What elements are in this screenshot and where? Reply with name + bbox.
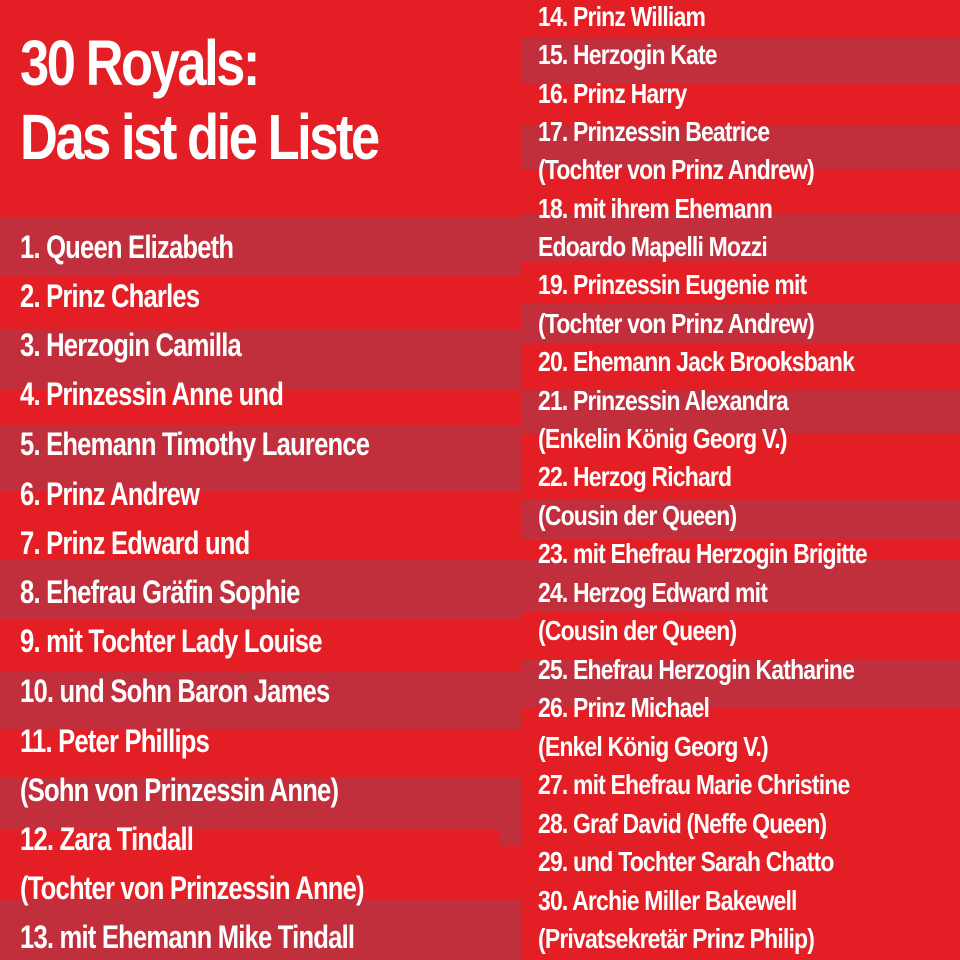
title-line-2: Das ist die Liste bbox=[20, 101, 380, 173]
list-item: (Cousin der Queen) bbox=[538, 500, 737, 531]
list-item: 16. Prinz Harry bbox=[538, 78, 687, 109]
stripe bbox=[0, 218, 522, 276]
list-item: 7. Prinz Edward und bbox=[20, 525, 250, 561]
list-item: (Sohn von Prinzessin Anne) bbox=[20, 772, 339, 808]
list-item: (Tochter von Prinzessin Anne) bbox=[20, 870, 365, 906]
list-item: (Tochter von Prinz Andrew) bbox=[538, 308, 815, 339]
list-item: 17. Prinzessin Beatrice bbox=[538, 116, 770, 147]
stripe bbox=[0, 426, 522, 492]
list-item: 12. Zara Tindall bbox=[20, 821, 194, 857]
list-item: 20. Ehemann Jack Brooksbank bbox=[538, 346, 855, 377]
stripe bbox=[0, 900, 522, 960]
list-item: 6. Prinz Andrew bbox=[20, 476, 200, 512]
list-item: 15. Herzogin Kate bbox=[538, 39, 718, 70]
stripe bbox=[522, 390, 960, 434]
list-item: 22. Herzog Richard bbox=[538, 461, 732, 492]
list-item: 9. mit Tochter Lady Louise bbox=[20, 623, 322, 659]
list-item: 29. und Tochter Sarah Chatto bbox=[538, 846, 834, 877]
list-item: 26. Prinz Michael bbox=[538, 692, 710, 723]
list-item: 11. Peter Phillips bbox=[20, 723, 210, 759]
stripe bbox=[500, 900, 522, 960]
stripe bbox=[522, 126, 960, 170]
list-item: 30. Archie Miller Bakewell bbox=[538, 885, 797, 916]
list-item: (Tochter von Prinz Andrew) bbox=[538, 154, 815, 185]
list-item: 19. Prinzessin Eugenie mit bbox=[538, 269, 807, 300]
list-item: 24. Herzog Edward mit bbox=[538, 577, 768, 608]
list-item: 4. Prinzessin Anne und bbox=[20, 376, 284, 412]
list-item: 23. mit Ehefrau Herzogin Brigitte bbox=[538, 538, 868, 569]
list-item: 27. mit Ehefrau Marie Christine bbox=[538, 769, 850, 800]
stripe bbox=[0, 330, 522, 390]
list-item: 13. mit Ehemann Mike Tindall bbox=[20, 919, 355, 955]
list-item: Edoardo Mapelli Mozzi bbox=[538, 231, 768, 262]
list-item: 5. Ehemann Timothy Laurence bbox=[20, 426, 370, 462]
stripe bbox=[522, 304, 960, 344]
stripe bbox=[522, 500, 960, 540]
stripe bbox=[0, 672, 522, 730]
stripe bbox=[500, 788, 522, 846]
list-item: 2. Prinz Charles bbox=[20, 278, 200, 314]
list-item: 25. Ehefrau Herzogin Katharine bbox=[538, 654, 855, 685]
list-item: 3. Herzogin Camilla bbox=[20, 327, 242, 363]
list-item: 10. und Sohn Baron James bbox=[20, 673, 330, 709]
list-item: (Cousin der Queen) bbox=[538, 615, 737, 646]
page-title: 30 Royals: Das ist die Liste bbox=[20, 27, 380, 173]
stripe bbox=[522, 560, 960, 612]
stripe bbox=[522, 660, 960, 708]
list-item: 28. Graf David (Neffe Queen) bbox=[538, 808, 827, 839]
title-line-1: 30 Royals: bbox=[20, 27, 260, 99]
stripe bbox=[0, 560, 522, 620]
stripe bbox=[522, 38, 960, 84]
stripe bbox=[522, 214, 960, 262]
list-item: 21. Prinzessin Alexandra bbox=[538, 385, 789, 416]
list-item: 18. mit ihrem Ehemann bbox=[538, 193, 773, 224]
list-item: (Privatsekretär Prinz Philip) bbox=[538, 923, 815, 954]
list-item: 14. Prinz William bbox=[538, 1, 706, 32]
stripe bbox=[0, 778, 522, 830]
list-item: (Enkel König Georg V.) bbox=[538, 731, 769, 762]
list-item: 1. Queen Elizabeth bbox=[20, 229, 234, 265]
list-item: (Enkelin König Georg V.) bbox=[538, 423, 787, 454]
list-item: 8. Ehefrau Gräfin Sophie bbox=[20, 574, 300, 610]
